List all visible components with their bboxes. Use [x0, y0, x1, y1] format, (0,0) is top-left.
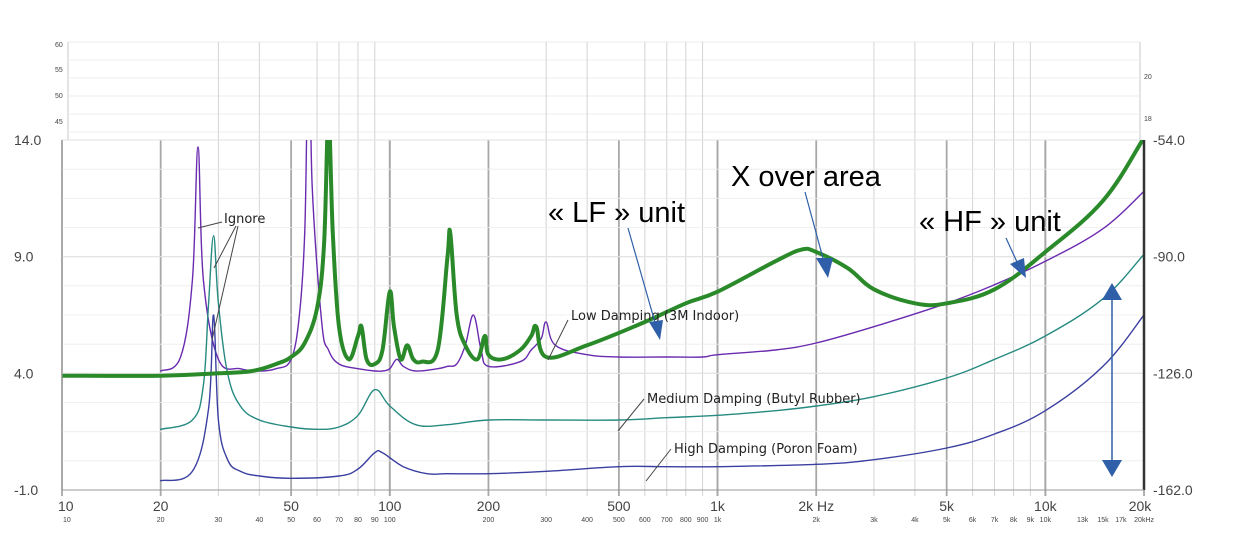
x-tick-minor: 10k	[1040, 517, 1052, 524]
series-high-damping	[160, 314, 1144, 482]
lf-arrow	[627, 227, 663, 340]
x-tick-minor: 9k	[1027, 517, 1035, 524]
x-tick-major: 10	[58, 498, 74, 514]
x-tick-major: 20k	[1129, 498, 1153, 514]
x-tick-minor: 900	[697, 517, 709, 524]
x-tick-minor: 3k	[870, 517, 878, 524]
x-tick-minor: 6k	[969, 517, 977, 524]
y-tick-left: 9.0	[14, 249, 34, 265]
x-tick-minor: 4k	[911, 517, 919, 524]
xover-annotation: X over area	[731, 161, 882, 193]
inset-y-tick-left: 45	[55, 119, 63, 126]
x-tick-major: 1k	[710, 498, 726, 514]
series-combined-response	[62, 140, 1144, 378]
x-tick-minor: 10	[63, 517, 71, 524]
ignore-pointer-1	[197, 221, 223, 229]
x-tick-minor: 17k	[1115, 517, 1127, 524]
x-tick-minor: 2k	[813, 517, 821, 524]
y-tick-left: 4.0	[14, 365, 34, 381]
x-tick-minor: 60	[313, 517, 321, 524]
x-tick-minor: 13k	[1077, 517, 1089, 524]
y-tick-right: -54.0	[1153, 132, 1185, 148]
x-tick-minor: 90	[371, 517, 379, 524]
x-tick-minor: 300	[540, 517, 552, 524]
x-tick-minor: 70	[335, 517, 343, 524]
x-tick-minor: 800	[680, 517, 692, 524]
x-tick-minor: 80	[354, 517, 362, 524]
x-tick-minor: 40	[255, 517, 263, 524]
hf-unit-annotation: « HF » unit	[919, 206, 1061, 238]
ignore-pointer-3	[211, 225, 239, 341]
xover-arrow	[804, 191, 833, 278]
annotations: « LF » unit X over area « HF » unit Igno…	[197, 161, 1122, 482]
inset-y-tick-left: 50	[55, 93, 63, 100]
x-tick-minor: 7k	[991, 517, 999, 524]
grid	[61, 41, 1145, 496]
y-tick-left: 14.0	[14, 132, 41, 148]
inset-y-tick-left: 55	[55, 67, 63, 74]
x-tick-major: 200	[477, 498, 501, 514]
x-tick-major: 2k Hz	[798, 498, 834, 514]
hf-arrow	[1005, 237, 1026, 278]
low-damping-pointer	[547, 319, 569, 361]
x-tick-minor: 700	[661, 517, 673, 524]
series-layer	[62, 140, 1144, 482]
series-medium-damping	[160, 235, 1144, 431]
x-tick-minor: 50	[287, 517, 295, 524]
x-tick-major: 50	[283, 498, 299, 514]
x-tick-minor: 8k	[1010, 517, 1018, 524]
x-tick-major: 20	[153, 498, 169, 514]
axes: 14.0 9.0 4.0 -1.0 -54.0 -90.0 -126.0 -162.0 60 55…	[14, 42, 1193, 524]
x-tick-minor: 1k	[714, 517, 722, 524]
x-tick-minor: 5k	[943, 517, 951, 524]
x-tick-minor: 200	[483, 517, 495, 524]
inset-y-tick-left: 60	[55, 42, 63, 49]
x-tick-major: 100	[378, 498, 402, 514]
low-damping-label: Low Damping (3M Indoor)	[571, 309, 739, 324]
x-tick-minor: 100	[384, 517, 396, 524]
inset-y-tick-right: 20	[1144, 74, 1152, 81]
high-damping-label: High Damping (Poron Foam)	[674, 442, 858, 457]
range-double-arrow	[1102, 283, 1122, 477]
medium-damping-label: Medium Damping (Butyl Rubber)	[647, 392, 861, 407]
y-tick-right: -90.0	[1153, 249, 1185, 265]
x-tick-minor: 15k	[1097, 517, 1109, 524]
x-tick-minor: 20kHz	[1134, 517, 1154, 524]
x-tick-minor: 500	[613, 517, 625, 524]
x-tick-minor: 600	[639, 517, 651, 524]
high-damping-pointer	[645, 448, 672, 482]
x-tick-major: 500	[607, 498, 631, 514]
ignore-label: Ignore	[224, 212, 265, 227]
inset-y-tick-right: 18	[1144, 116, 1152, 123]
y-tick-left: -1.0	[14, 482, 38, 498]
x-tick-minor: 400	[581, 517, 593, 524]
x-tick-major: 10k	[1034, 498, 1058, 514]
medium-damping-pointer	[617, 398, 645, 432]
x-tick-minor: 30	[214, 517, 222, 524]
y-tick-right: -162.0	[1153, 482, 1193, 498]
x-tick-minor: 20	[157, 517, 165, 524]
lf-unit-annotation: « LF » unit	[548, 197, 685, 229]
y-tick-right: -126.0	[1153, 365, 1193, 381]
x-tick-major: 5k	[939, 498, 955, 514]
series-low-damping	[160, 140, 1144, 372]
ignore-pointer-2	[213, 225, 237, 269]
